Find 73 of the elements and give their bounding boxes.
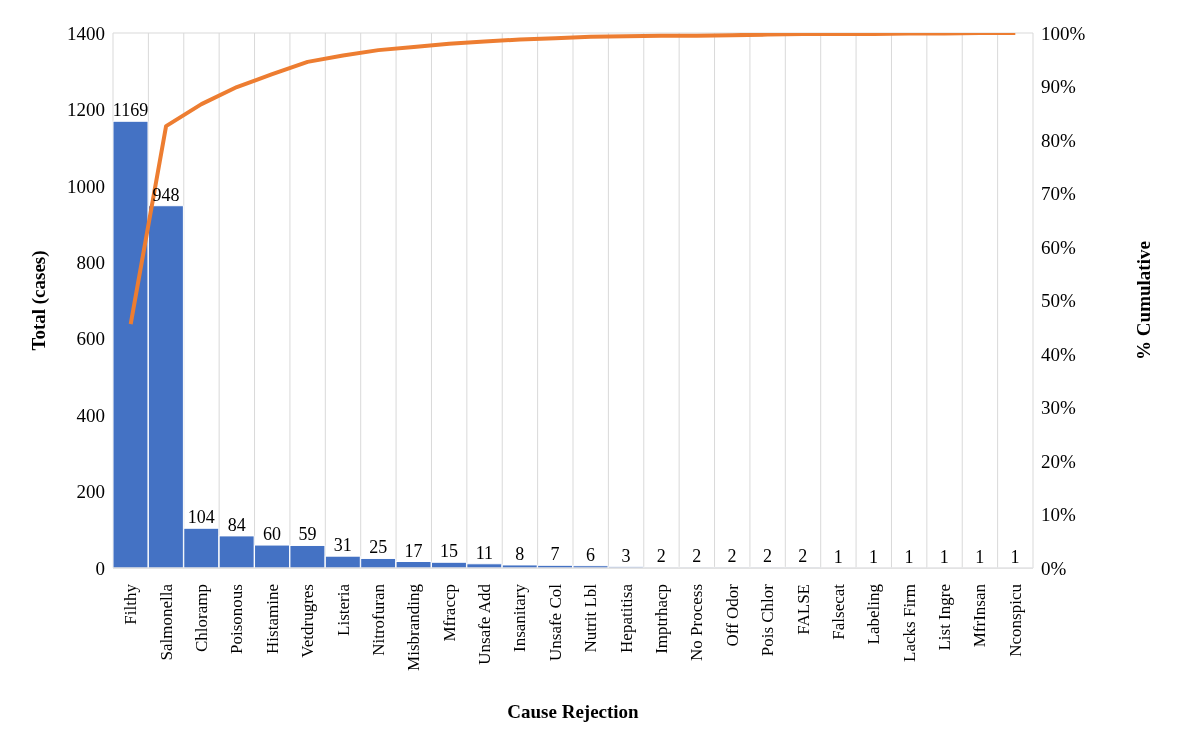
y-tick-label: 600: [76, 328, 105, 350]
data-label: 84: [227, 514, 246, 535]
data-label: 2: [798, 546, 808, 567]
data-label: 1: [975, 546, 985, 567]
data-label: 2: [727, 546, 737, 567]
x-tick-label: Insanitary: [510, 583, 530, 652]
data-label: 1: [939, 546, 949, 567]
data-label: 7: [550, 544, 560, 565]
y2-tick-label: 0%: [1041, 557, 1067, 579]
y2-tick-label: 70%: [1041, 183, 1076, 205]
data-label: 1: [869, 546, 879, 567]
y2-axis-title: % Cumulative: [1132, 241, 1154, 360]
x-tick-label: FALSE: [793, 584, 813, 635]
y2-tick-label: 10%: [1041, 504, 1076, 526]
data-label: 15: [439, 541, 458, 562]
x-tick-label: Unsafe Add: [475, 583, 495, 665]
x-tick-label: Falsecat: [828, 583, 848, 640]
y2-tick-label: 80%: [1041, 129, 1076, 151]
data-label: 59: [298, 524, 317, 545]
data-label: 31: [333, 535, 352, 556]
x-axis-title: Cause Rejection: [507, 701, 640, 722]
y-tick-label: 800: [76, 252, 105, 274]
x-tick-label: Nitrofuran: [368, 583, 388, 656]
y2-tick-label: 30%: [1041, 397, 1076, 419]
data-label: 2: [656, 546, 666, 567]
x-tick-label: Vetdrugres: [298, 584, 318, 658]
x-tick-label: Listeria: [333, 583, 353, 636]
x-tick-label: Pois Chlor: [758, 583, 778, 657]
x-tick-label: Poisonous: [227, 584, 247, 654]
y2-tick-label: 20%: [1041, 450, 1076, 472]
y-tick-label: 1200: [67, 99, 105, 121]
y2-tick-label: 50%: [1041, 290, 1076, 312]
data-label: 2: [692, 546, 702, 567]
data-label: 11: [475, 542, 494, 563]
y2-tick-label: 100%: [1041, 22, 1086, 44]
x-tick-label: Off Odor: [722, 583, 742, 647]
x-tick-label: No Process: [687, 584, 707, 661]
data-label: 104: [187, 507, 215, 528]
data-label: 60: [263, 524, 282, 545]
y2-tick-label: 90%: [1041, 76, 1076, 98]
x-tick-label: Mfraccp: [439, 584, 459, 642]
x-tick-label: Labeling: [864, 583, 884, 645]
x-tick-label: Misbranding: [404, 583, 424, 671]
y2-tick-label: 60%: [1041, 236, 1076, 258]
x-tick-label: Nconspicu: [1005, 583, 1025, 657]
x-tick-label: Nutrit Lbl: [581, 583, 601, 653]
y-tick-label: 1400: [67, 22, 105, 44]
data-label: 3: [621, 545, 631, 566]
x-tick-label: Chloramp: [191, 584, 211, 652]
x-tick-label: Lacks Firm: [899, 584, 919, 662]
data-label: 1: [1010, 546, 1020, 567]
y-tick-label: 200: [76, 481, 105, 503]
data-label: 8: [515, 543, 525, 564]
y-tick-label: 1000: [67, 175, 105, 197]
x-tick-label: Filthy: [121, 583, 141, 625]
x-tick-label: Salmonella: [156, 583, 176, 661]
data-label: 2: [762, 546, 772, 567]
y-axis-title: Total (cases): [27, 250, 50, 351]
y-tick-label: 400: [76, 404, 105, 426]
data-label: 1: [833, 546, 843, 567]
data-label: 6: [586, 544, 595, 565]
x-tick-label: List Ingre: [935, 584, 955, 651]
data-label: 17: [404, 540, 423, 561]
x-tick-label: Hepatitisa: [616, 583, 636, 653]
x-tick-label: Unsafe Col: [545, 583, 565, 661]
y-tick-label: 0: [95, 557, 105, 579]
x-tick-label: Imptrhacp: [651, 584, 671, 654]
x-tick-label: MfrInsan: [970, 583, 990, 648]
x-tick-label: Histamine: [262, 584, 282, 654]
data-label: 1: [904, 546, 914, 567]
data-label: 1169: [112, 100, 149, 121]
data-label: 25: [369, 537, 388, 558]
y2-tick-label: 40%: [1041, 343, 1076, 365]
